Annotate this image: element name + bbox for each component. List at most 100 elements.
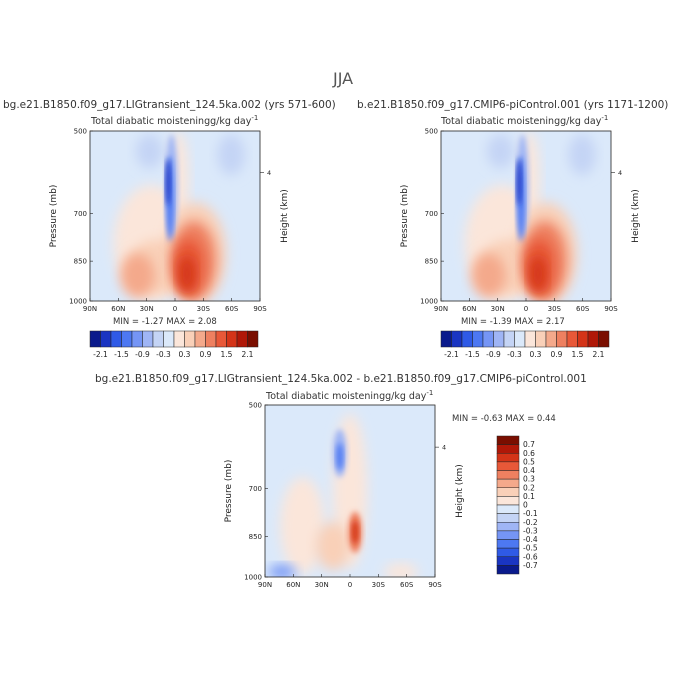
colorbar-1-swatch (110, 330, 122, 348)
field-contour (178, 255, 196, 293)
x-tick-label: 0 (348, 581, 352, 589)
field-contour (516, 158, 522, 206)
colorbar-2-swatch (503, 330, 515, 348)
colorbar-2-swatch (577, 330, 589, 348)
panel-diff-run-title: bg.e21.B1850.f09_g17.LIGtransient_124.5k… (95, 373, 587, 385)
y2-tick-label: 4 (267, 169, 271, 177)
field-contour (529, 255, 547, 293)
x-tick-label: 90S (604, 305, 618, 313)
colorbar-1-label: 1.5 (221, 350, 233, 359)
panel-ctrl-field (441, 131, 611, 301)
colorbar-diff-swatch (496, 470, 520, 480)
colorbar-2-label: 0.9 (551, 350, 563, 359)
x-tick-label: 90S (428, 581, 442, 589)
x-tick-label: 90N (83, 305, 97, 313)
x-tick-label: 60S (400, 581, 414, 589)
colorbar-diff-label: -0.7 (523, 561, 538, 570)
x-tick-label: 60N (286, 581, 300, 589)
colorbar-diff-swatch (496, 453, 520, 463)
colorbar-2-label: 2.1 (593, 350, 605, 359)
x-tick-label: 90S (253, 305, 267, 313)
y-tick-label: 850 (74, 258, 87, 266)
colorbar-2-swatch (598, 330, 610, 348)
colorbar-1-swatch (226, 330, 238, 348)
colorbar-1-label: 0.3 (179, 350, 191, 359)
colorbar-diff-swatch (496, 530, 520, 540)
colorbar-1-label: 0.9 (200, 350, 212, 359)
colorbar-diff-swatch (496, 487, 520, 497)
y2-axis-label: Height (km) (631, 189, 641, 243)
colorbar-diff-swatch (496, 504, 520, 514)
colorbar-diff-swatch (496, 478, 520, 488)
colorbar-diff-label: -0.5 (523, 544, 538, 553)
x-tick-label: 60N (111, 305, 125, 313)
colorbar-1-label: -0.9 (135, 350, 150, 359)
panel-lig-variable-title: Total diabatic moisteningg/kg day-1 (91, 114, 258, 127)
y-tick-label: 1000 (244, 574, 262, 582)
colorbar-diff-label: 0.5 (523, 457, 535, 466)
panel-ctrl-variable-name: Total diabatic moistening (441, 116, 561, 128)
y2-tick-label: 4 (618, 169, 622, 177)
colorbar-2-label: 1.5 (572, 350, 584, 359)
colorbar-diff-label: -0.3 (523, 526, 538, 535)
season-title: JJA (333, 69, 354, 88)
x-tick-label: 30S (197, 305, 211, 313)
y2-axis-label: Height (km) (455, 464, 465, 518)
field-contour (486, 134, 515, 169)
x-tick-label: 0 (173, 305, 177, 313)
colorbar-diff-label: -0.4 (523, 535, 538, 544)
field-contour (280, 477, 325, 574)
colorbar-2-label: -0.9 (486, 350, 501, 359)
colorbar-2-swatch (482, 330, 494, 348)
colorbar-2-label: -0.3 (507, 350, 522, 359)
panel-ctrl-units: g/kg day (560, 116, 602, 128)
field-contour (268, 564, 296, 577)
x-tick-label: 90N (434, 305, 448, 313)
colorbar-diff-label: 0.4 (523, 466, 535, 475)
colorbar-diff-swatch (496, 547, 520, 557)
colorbar-1-label: -2.1 (93, 350, 108, 359)
colorbar-2-swatch (514, 330, 526, 348)
y-tick-label: 700 (425, 210, 438, 218)
panel-diff-field (265, 405, 435, 577)
y-tick-label: 850 (425, 258, 438, 266)
colorbar-2-swatch (493, 330, 505, 348)
colorbar-diff-label: 0.2 (523, 483, 535, 492)
panel-diff-units: g/kg day (385, 391, 427, 403)
colorbar-diff-label: -0.1 (523, 509, 538, 518)
colorbar-1-swatch (163, 330, 175, 348)
panel-diff-units-exp: -1 (426, 389, 434, 397)
y2-axis-label: Height (km) (280, 189, 290, 243)
y-axis-label: Pressure (mb) (400, 185, 410, 248)
colorbar-1-label: 2.1 (242, 350, 254, 359)
panel-lig-run-title: bg.e21.B1850.f09_g17.LIGtransient_124.5k… (3, 99, 336, 111)
colorbar-1-label: -0.3 (156, 350, 171, 359)
y-tick-label: 500 (425, 128, 438, 136)
colorbar-1-swatch (100, 330, 112, 348)
field-contour (316, 521, 350, 571)
colorbar-diff-label: -0.6 (523, 552, 538, 561)
field-contour (217, 134, 245, 176)
panel-ctrl-units-exp: -1 (601, 114, 609, 122)
colorbar-diff-label: 0.1 (523, 492, 535, 501)
x-tick-label: 30N (140, 305, 154, 313)
colorbar-1-label: -1.5 (114, 350, 129, 359)
field-contour (135, 134, 164, 169)
colorbar-diff-label: -0.2 (523, 518, 538, 527)
colorbar-1-swatch (194, 330, 206, 348)
colorbar-1-swatch (142, 330, 154, 348)
field-contour (120, 253, 155, 298)
colorbar-diff-swatch (496, 513, 520, 523)
field-contour (384, 563, 418, 577)
x-tick-label: 30N (491, 305, 505, 313)
colorbar-2-swatch (472, 330, 484, 348)
panel-diff-variable-title: Total diabatic moisteningg/kg day-1 (266, 389, 433, 402)
colorbar-1-swatch (215, 330, 227, 348)
x-tick-label: 30S (372, 581, 386, 589)
colorbar-2-swatch (545, 330, 557, 348)
panel-diff-stats: MIN = -0.63 MAX = 0.44 (452, 414, 556, 424)
y-axis-label: Pressure (mb) (224, 460, 234, 523)
colorbar-diff-label: 0.6 (523, 449, 535, 458)
field-contour (351, 520, 359, 545)
